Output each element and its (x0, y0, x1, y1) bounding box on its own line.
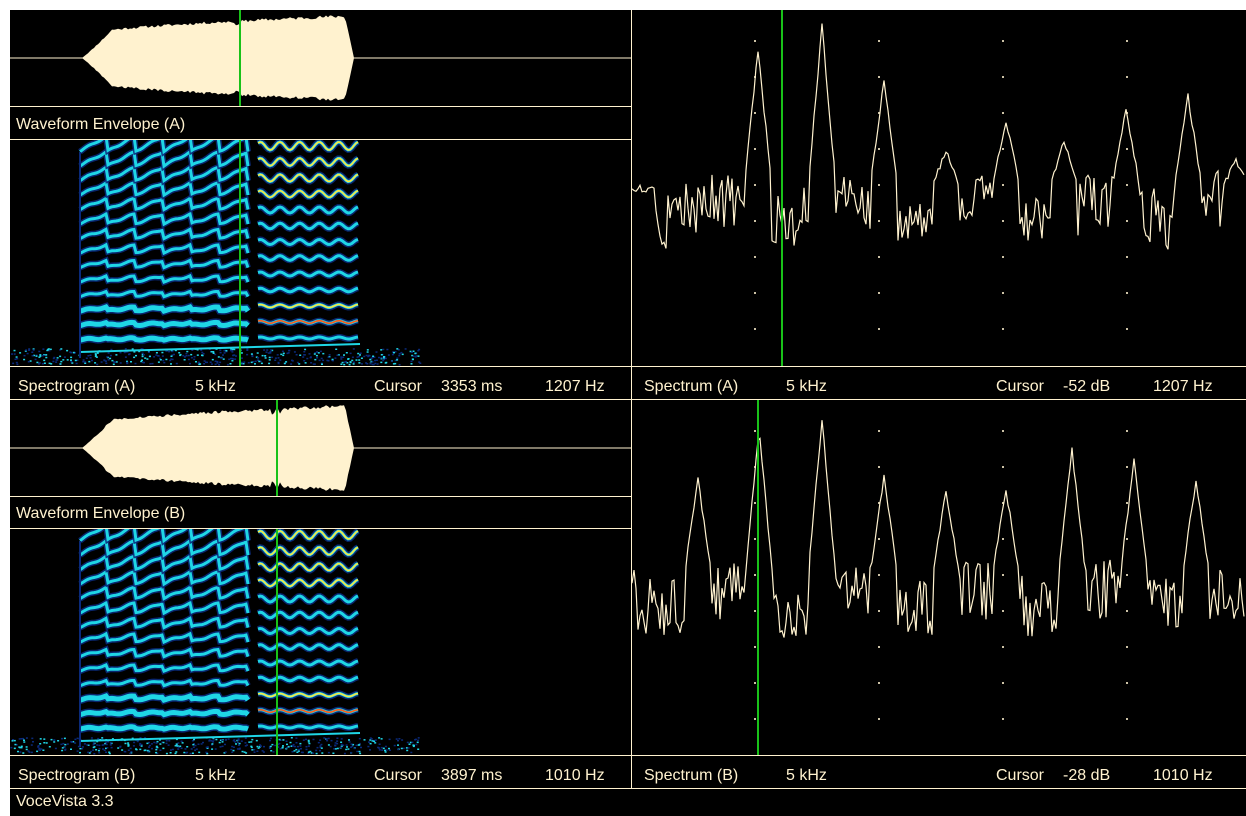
spectrum-a (632, 23, 1245, 330)
spectrum-a-label: Spectrum (A) (644, 378, 739, 395)
spectrum-b-cursor[interactable] (757, 400, 759, 755)
spectrum-b-cursor-label: Cursor (996, 767, 1045, 784)
divider (10, 399, 1246, 400)
spectrum-b-label: Spectrum (B) (644, 767, 739, 784)
spectrogram-b-cursor-freq: 1010 Hz (545, 767, 605, 784)
spectrogram-a-cursor[interactable] (239, 140, 241, 366)
spectrum-b (632, 420, 1245, 720)
spectrogram-b-cursor-label: Cursor (374, 767, 423, 784)
spectrogram-a-label: Spectrogram (A) (18, 378, 136, 395)
spectrum-a-pane[interactable] (632, 10, 1246, 366)
spectrogram-b (10, 529, 420, 755)
spectrum-b-range: 5 kHz (786, 767, 827, 784)
spectrogram-a-pane[interactable] (10, 140, 631, 366)
divider (10, 106, 631, 107)
vocevista-window: Waveform Envelope (A) Spectrogram (A) 5 … (10, 10, 1246, 816)
spectrum-a-cursor[interactable] (781, 10, 783, 366)
spectrogram-a-cursor-label: Cursor (374, 378, 423, 395)
spectrogram-a-range: 5 kHz (195, 378, 236, 395)
divider (10, 755, 1246, 756)
waveform-envelope-b-label: Waveform Envelope (B) (16, 505, 186, 522)
waveform-b-cursor[interactable] (276, 400, 278, 496)
spectrum-b-cursor-freq: 1010 Hz (1153, 767, 1213, 784)
spectrogram-b-range: 5 kHz (195, 767, 236, 784)
spectrum-a-cursor-level: -52 dB (1063, 378, 1111, 395)
divider (10, 496, 631, 497)
spectrogram-a-cursor-freq: 1207 Hz (545, 378, 605, 395)
divider (10, 788, 1246, 789)
spectrum-a-range: 5 kHz (786, 378, 827, 395)
waveform-envelope-b (10, 405, 631, 491)
spectrogram-b-pane[interactable] (10, 529, 631, 755)
spectrum-trace (632, 420, 1245, 638)
app-status-text: VoceVista 3.3 (16, 793, 114, 810)
divider (10, 366, 1246, 367)
spectrogram-b-cursor-time: 3897 ms (441, 767, 503, 784)
spectrum-trace (632, 23, 1245, 250)
waveform-a-cursor[interactable] (239, 10, 241, 106)
spectrum-a-cursor-freq: 1207 Hz (1153, 378, 1213, 395)
spectrum-b-pane[interactable] (632, 400, 1246, 755)
waveform-envelope-a-pane[interactable] (10, 10, 631, 106)
waveform-envelope-a (10, 15, 631, 101)
column-divider (631, 10, 632, 788)
waveform-envelope-b-pane[interactable] (10, 400, 631, 496)
waveform-envelope-shape (82, 15, 354, 101)
spectrogram-b-label: Spectrogram (B) (18, 767, 136, 784)
spectrogram-a (11, 140, 422, 366)
spectrum-a-cursor-label: Cursor (996, 378, 1045, 395)
spectrogram-a-cursor-time: 3353 ms (441, 378, 503, 395)
waveform-envelope-a-label: Waveform Envelope (A) (16, 116, 186, 133)
spectrum-b-cursor-level: -28 dB (1063, 767, 1111, 784)
waveform-envelope-shape (82, 405, 354, 491)
spectrogram-b-cursor[interactable] (276, 529, 278, 755)
